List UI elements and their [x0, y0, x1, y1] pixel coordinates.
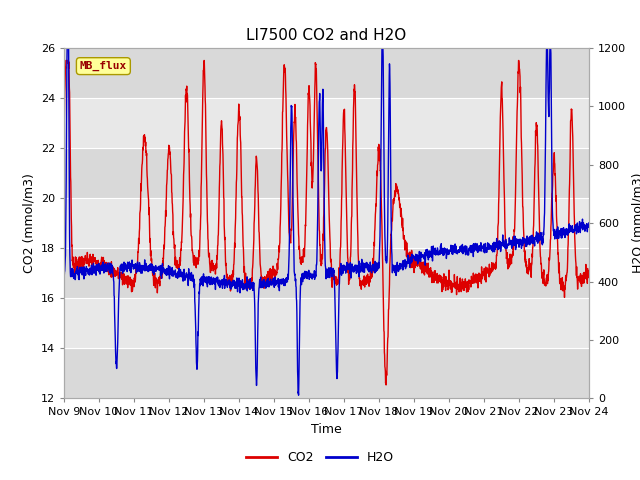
Y-axis label: H2O (mmol/m3): H2O (mmol/m3)	[632, 173, 640, 274]
Text: MB_flux: MB_flux	[80, 61, 127, 71]
Bar	[64, 148, 589, 198]
Bar	[64, 248, 589, 298]
X-axis label: Time: Time	[311, 423, 342, 436]
Title: LI7500 CO2 and H2O: LI7500 CO2 and H2O	[246, 28, 406, 43]
Y-axis label: CO2 (mmol/m3): CO2 (mmol/m3)	[22, 173, 35, 273]
Bar	[64, 48, 589, 98]
Bar	[64, 348, 589, 398]
Legend: CO2, H2O: CO2, H2O	[241, 446, 399, 469]
